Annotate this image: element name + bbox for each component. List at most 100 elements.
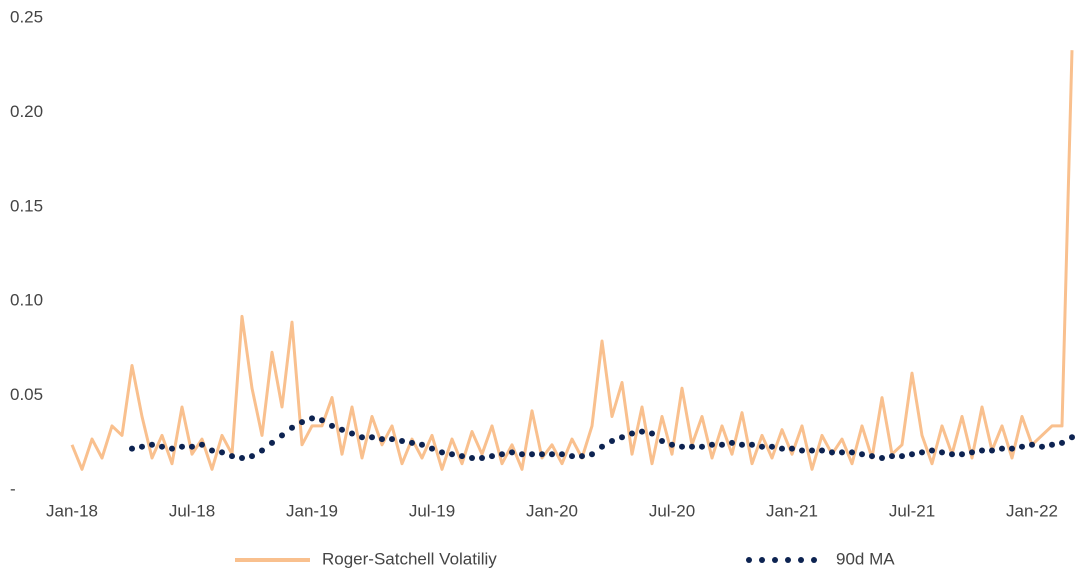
y-tick-label: 0.10: [10, 291, 43, 310]
ma-dot: [519, 451, 525, 458]
ma-dot: [679, 443, 685, 450]
ma-dot: [669, 441, 675, 448]
ma-dot: [399, 438, 405, 445]
x-tick-label: Jul-18: [169, 501, 215, 520]
ma-dot: [229, 453, 235, 460]
y-tick-label: -: [10, 479, 16, 498]
ma-dot: [1039, 443, 1045, 450]
x-tick-label: Jan-20: [526, 501, 578, 520]
ma-dot: [719, 441, 725, 448]
ma-dot: [969, 449, 975, 456]
ma-dot: [949, 451, 955, 458]
ma-dot: [139, 443, 145, 450]
legend-label: Roger-Satchell Volatiliy: [322, 549, 497, 568]
ma-dot: [1049, 441, 1055, 448]
ma-dot: [689, 443, 695, 450]
y-tick-label: 0.15: [10, 196, 43, 215]
ma-dot: [769, 443, 775, 450]
ma-dot: [889, 453, 895, 460]
volatility-line: [70, 50, 1074, 471]
x-tick-label: Jul-21: [889, 501, 935, 520]
ma-dot: [939, 449, 945, 456]
ma-dot: [779, 445, 785, 452]
ma-dot: [589, 451, 595, 458]
ma-dot: [569, 453, 575, 460]
ma-dot: [359, 434, 365, 441]
ma-dot: [709, 441, 715, 448]
ma-dot: [659, 438, 665, 445]
ma-dot: [299, 419, 305, 426]
ma-dot: [389, 436, 395, 443]
ma-dot: [209, 447, 215, 454]
ma-dot: [839, 449, 845, 456]
legend-swatch: [772, 557, 778, 563]
x-tick-label: Jul-20: [649, 501, 695, 520]
ma-dot: [979, 447, 985, 454]
x-tick-label: Jul-19: [409, 501, 455, 520]
ma-dot: [369, 434, 375, 441]
x-tick-label: Jan-18: [46, 501, 98, 520]
ma-dot: [309, 415, 315, 422]
ma-dot: [909, 451, 915, 458]
x-tick-label: Jan-21: [766, 501, 818, 520]
ma-dot: [349, 430, 355, 437]
ma-dot: [759, 443, 765, 450]
ma-dot: [509, 449, 515, 456]
ma-dot: [609, 438, 615, 445]
ma-dot: [159, 443, 165, 450]
ma-dot: [849, 449, 855, 456]
ma-dot: [149, 441, 155, 448]
ma-dot: [489, 453, 495, 460]
ma-dot: [219, 449, 225, 456]
ma-dot: [189, 443, 195, 450]
y-tick-label: 0.05: [10, 385, 43, 404]
y-tick-label: 0.20: [10, 102, 43, 121]
ma-dot: [959, 451, 965, 458]
ma-dot: [859, 451, 865, 458]
ma-dot: [599, 443, 605, 450]
ma-dot: [1029, 441, 1035, 448]
ma-dot: [619, 434, 625, 441]
ma-dot: [639, 428, 645, 435]
ma-dot: [579, 453, 585, 460]
ma-dot: [1009, 445, 1015, 452]
ma-dot: [479, 455, 485, 462]
ma-dot: [199, 441, 205, 448]
ma-dot: [529, 451, 535, 458]
ma-dot: [999, 445, 1005, 452]
ma-dot: [1059, 439, 1065, 446]
ma-dot: [809, 447, 815, 454]
ma-dot: [799, 447, 805, 454]
ma-dot: [259, 447, 265, 454]
ma-dot: [179, 443, 185, 450]
ma-dot: [279, 432, 285, 439]
ma-dot: [869, 453, 875, 460]
ma-dot: [239, 455, 245, 462]
ma-dot: [339, 426, 345, 433]
ma-dot: [729, 439, 735, 446]
ma-dot: [919, 449, 925, 456]
ma-dot: [549, 451, 555, 458]
x-tick-label: Jan-22: [1006, 501, 1058, 520]
ma-dot: [379, 436, 385, 443]
ma-dot: [329, 422, 335, 429]
ma-dot: [789, 445, 795, 452]
ma-dot: [419, 441, 425, 448]
ma-dot: [499, 451, 505, 458]
y-tick-label: 0.25: [10, 7, 43, 26]
ma-dot: [459, 453, 465, 460]
ma-dot: [409, 439, 415, 446]
x-tick-label: Jan-19: [286, 501, 338, 520]
ma-dot: [429, 445, 435, 452]
ma-dot: [989, 447, 995, 454]
ma-dot: [749, 441, 755, 448]
ma-dot: [829, 449, 835, 456]
legend-swatch: [798, 557, 804, 563]
ma-dot: [249, 453, 255, 460]
ma-dot: [269, 439, 275, 446]
ma-dot: [899, 453, 905, 460]
legend-swatch: [746, 557, 752, 563]
ma-dot: [169, 445, 175, 452]
ma-dot: [879, 455, 885, 462]
